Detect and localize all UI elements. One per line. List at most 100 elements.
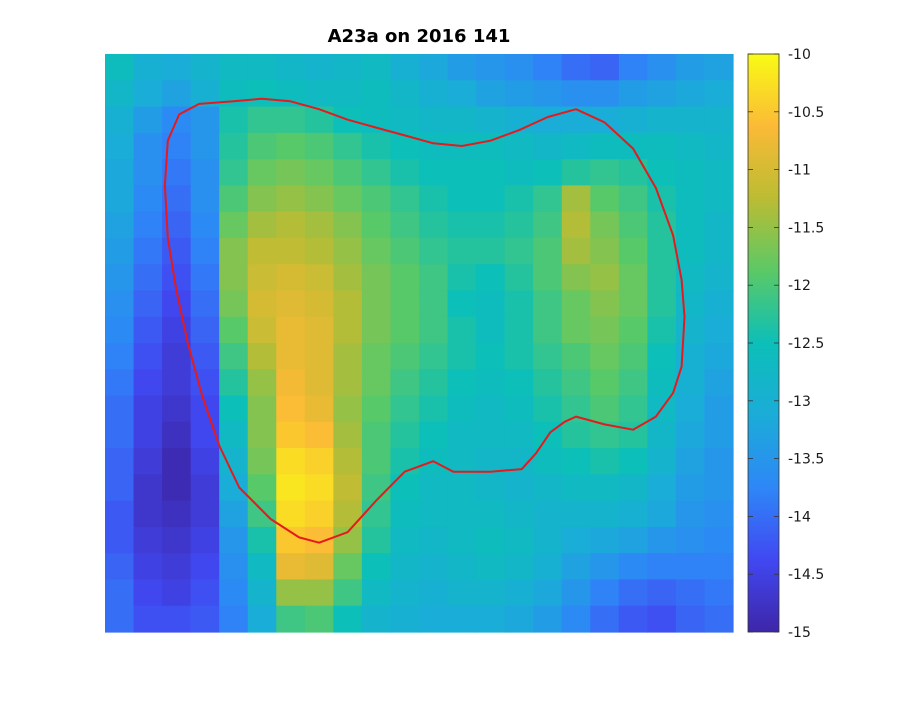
heatmap-cell: [675, 579, 706, 607]
heatmap-cell: [304, 605, 334, 633]
heatmap-cell: [704, 237, 734, 265]
heatmap-cell: [190, 369, 220, 397]
heatmap-cell: [504, 500, 534, 528]
heatmap-cell: [219, 132, 249, 160]
heatmap-cell: [361, 237, 392, 265]
heatmap-cell: [105, 185, 135, 213]
heatmap-cell: [704, 316, 734, 344]
heatmap-cell: [133, 290, 163, 318]
heatmap-cell: [447, 185, 477, 213]
heatmap-cell: [276, 343, 306, 370]
heatmap-cell: [219, 421, 249, 449]
heatmap-cell: [561, 500, 591, 528]
heatmap-cell: [419, 159, 449, 186]
heatmap-cell: [419, 343, 449, 370]
heatmap-cell: [133, 421, 163, 449]
heatmap-cell: [361, 448, 392, 475]
heatmap-cell: [447, 343, 477, 370]
heatmap-cell: [304, 316, 334, 344]
heatmap-cell: [105, 159, 135, 186]
heatmap-cell: [190, 343, 220, 370]
heatmap-cell: [247, 185, 277, 213]
heatmap-cell: [105, 395, 135, 423]
heatmap-cell: [333, 369, 363, 397]
heatmap-cell: [390, 474, 420, 502]
heatmap-cell: [447, 500, 477, 528]
heatmap-cell: [361, 159, 392, 186]
heatmap-cell: [618, 159, 648, 186]
heatmap-cell: [561, 159, 591, 186]
heatmap-cell: [361, 132, 392, 160]
heatmap-cell: [504, 316, 534, 344]
heatmap-cell: [618, 54, 648, 81]
heatmap-cell: [333, 579, 363, 607]
heatmap-cell: [618, 474, 648, 502]
heatmap-cell: [504, 605, 534, 633]
heatmap-cell: [133, 185, 163, 213]
heatmap-cell: [304, 54, 334, 81]
heatmap-cell: [190, 237, 220, 265]
heatmap-cell: [647, 553, 677, 581]
heatmap-cell: [190, 579, 220, 607]
heatmap-cell: [304, 211, 334, 239]
heatmap-cell: [447, 264, 477, 292]
heatmap-cell: [304, 553, 334, 581]
heatmap-cell: [533, 264, 563, 292]
heatmap-cell: [675, 316, 706, 344]
heatmap-cell: [675, 500, 706, 528]
heatmap-cell: [419, 369, 449, 397]
heatmap-cell: [105, 237, 135, 265]
heatmap-cell: [590, 553, 620, 581]
heatmap-cell: [390, 185, 420, 213]
colorbar-tick-label: -11: [788, 163, 811, 179]
heatmap-cell: [618, 237, 648, 265]
heatmap-cell: [476, 316, 506, 344]
heatmap-cell: [105, 132, 135, 160]
heatmap-cell: [704, 579, 734, 607]
heatmap-cell: [675, 474, 706, 502]
heatmap-cell: [105, 421, 135, 449]
heatmap-cell: [361, 343, 392, 370]
heatmap-cell: [162, 395, 192, 423]
heatmap-cell: [561, 448, 591, 475]
heatmap-cell: [419, 237, 449, 265]
heatmap-cell: [704, 553, 734, 581]
heatmap-cell: [647, 185, 677, 213]
heatmap-cell: [361, 211, 392, 239]
heatmap-cell: [419, 474, 449, 502]
heatmap-cell: [476, 421, 506, 449]
heatmap-cell: [361, 185, 392, 213]
heatmap-cell: [476, 185, 506, 213]
heatmap-cell: [533, 185, 563, 213]
heatmap-cell: [219, 474, 249, 502]
heatmap-cell: [304, 290, 334, 318]
heatmap-cell: [105, 474, 135, 502]
heatmap-cell: [704, 605, 734, 633]
heatmap-cell: [533, 316, 563, 344]
heatmap-cell: [304, 264, 334, 292]
heatmap-cell: [390, 316, 420, 344]
heatmap-cell: [390, 448, 420, 475]
heatmap-cell: [276, 579, 306, 607]
heatmap-cell: [561, 211, 591, 239]
heatmap-cell: [533, 474, 563, 502]
heatmap-cell: [390, 343, 420, 370]
heatmap-cell: [704, 395, 734, 423]
heatmap-cell: [247, 448, 277, 475]
heatmap-cell: [361, 474, 392, 502]
heatmap-cell: [704, 500, 734, 528]
heatmap-cell: [618, 421, 648, 449]
heatmap-cell: [561, 106, 591, 134]
heatmap-cell: [618, 211, 648, 239]
heatmap-cell: [247, 159, 277, 186]
heatmap-cell: [105, 316, 135, 344]
heatmap-cell: [533, 526, 563, 554]
heatmap-cell: [590, 395, 620, 423]
heatmap-cell: [219, 80, 249, 108]
heatmap-cell: [533, 500, 563, 528]
heatmap-cell: [504, 54, 534, 81]
heatmap-cell: [504, 395, 534, 423]
heatmap-cell: [704, 343, 734, 370]
heatmap-cell: [704, 54, 734, 81]
heatmap-cell: [533, 605, 563, 633]
